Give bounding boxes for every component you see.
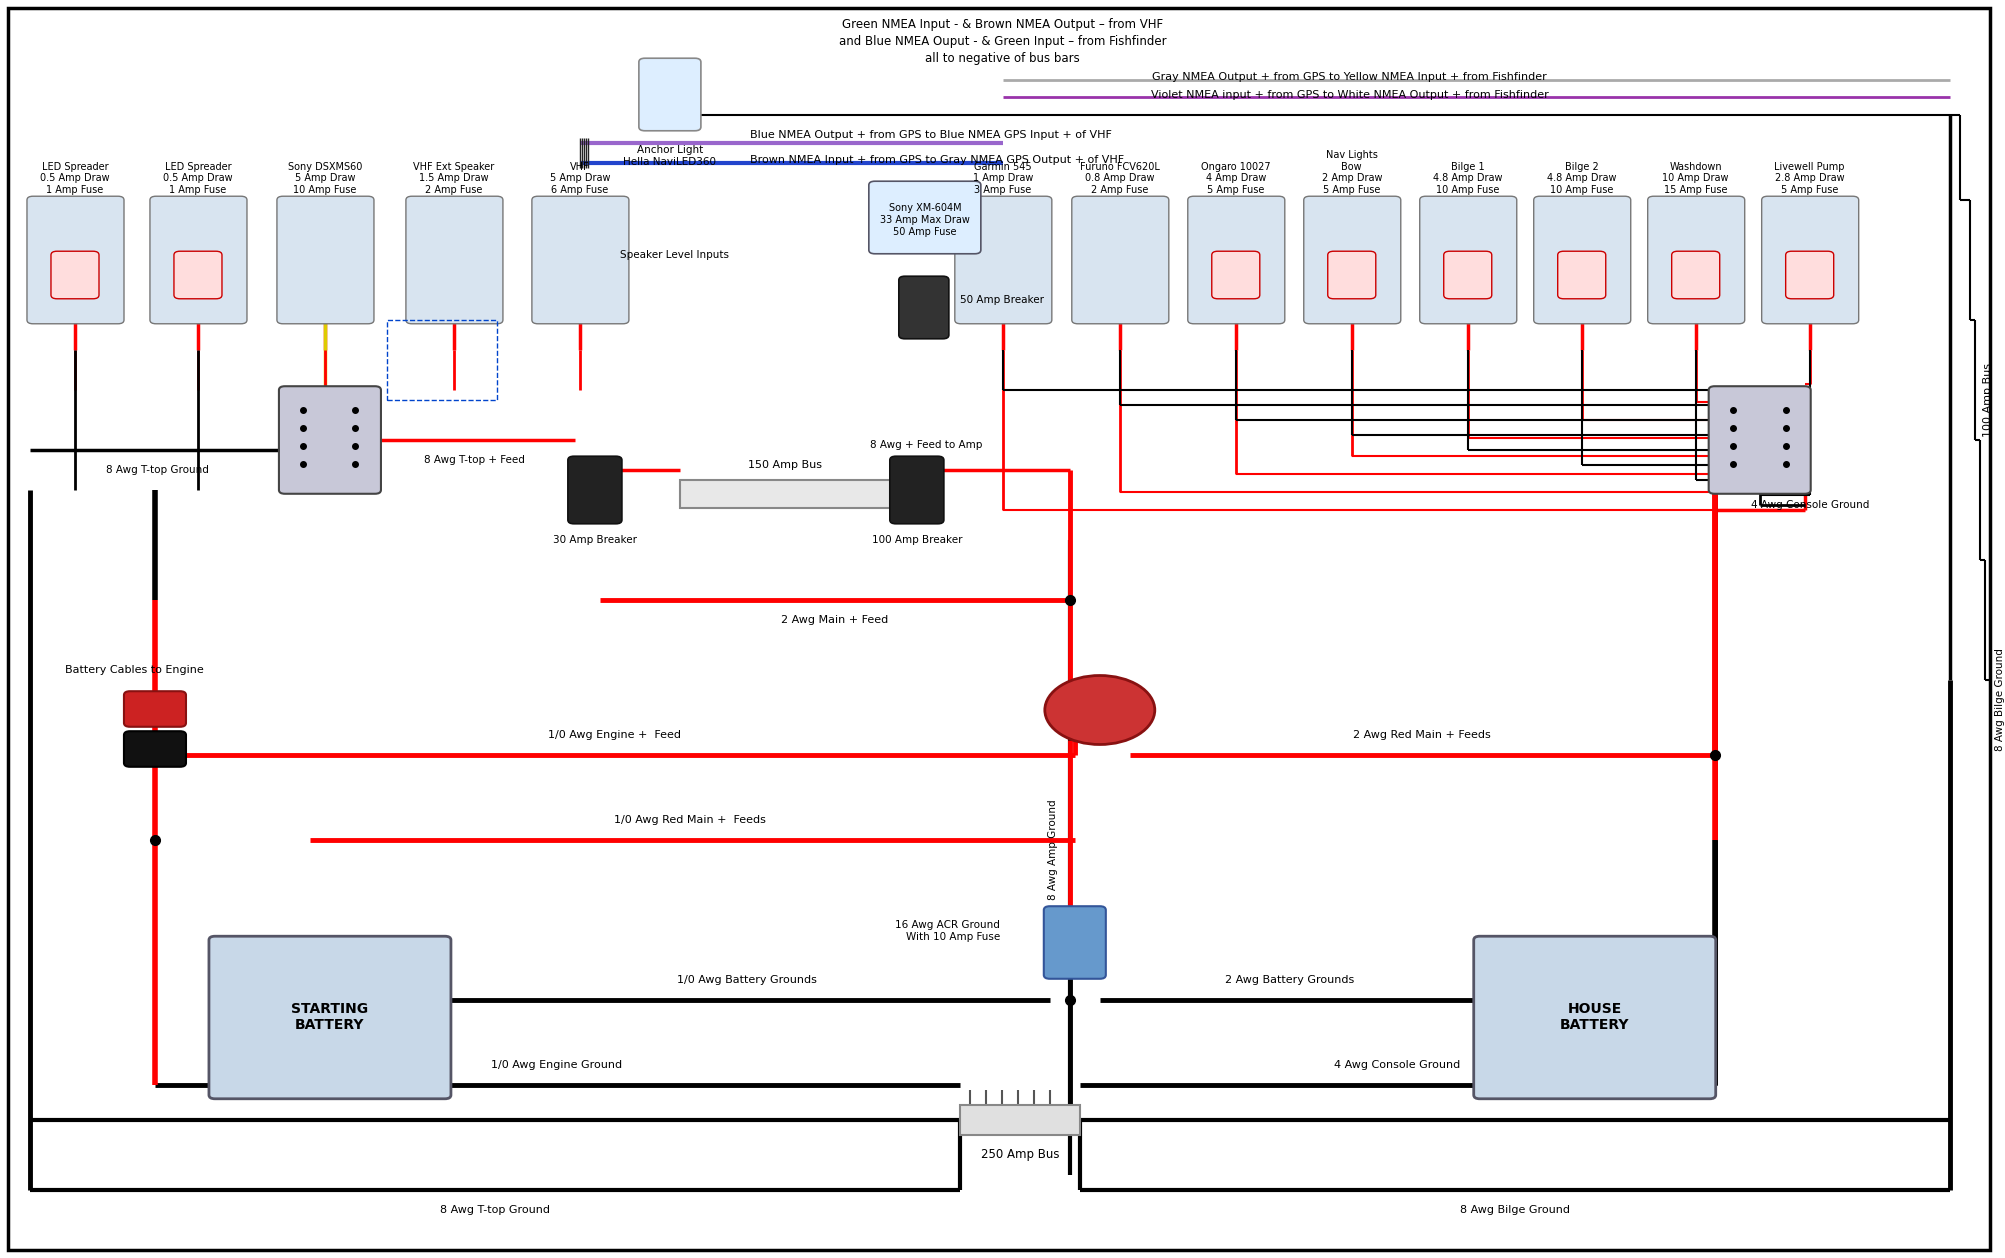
FancyBboxPatch shape	[898, 277, 948, 338]
Text: Bilge 1
4.8 Amp Draw
10 Amp Fuse: Bilge 1 4.8 Amp Draw 10 Amp Fuse	[1432, 162, 1502, 195]
Bar	[680, 481, 890, 508]
Text: Brown NMEA Input + from GPS to Gray NMEA GPS Output + of VHF: Brown NMEA Input + from GPS to Gray NMEA…	[750, 155, 1123, 165]
Text: all to negative of bus bars: all to negative of bus bars	[924, 52, 1079, 65]
Text: 250 Amp Bus: 250 Amp Bus	[980, 1149, 1059, 1161]
Text: 2 Awg Main + Feed: 2 Awg Main + Feed	[780, 615, 888, 625]
Text: Nav Lights
Bow
2 Amp Draw
5 Amp Fuse: Nav Lights Bow 2 Amp Draw 5 Amp Fuse	[1321, 150, 1381, 195]
Text: 8 Awg T-top Ground: 8 Awg T-top Ground	[106, 465, 209, 476]
Text: 150 Amp Bus: 150 Amp Bus	[748, 460, 822, 470]
Text: 16 Awg ACR Ground
With 10 Amp Fuse: 16 Awg ACR Ground With 10 Amp Fuse	[894, 920, 998, 941]
Bar	[958, 1105, 1079, 1135]
Text: 8 Awg + Feed to Amp: 8 Awg + Feed to Amp	[870, 440, 982, 450]
Text: Battery Cables to Engine: Battery Cables to Engine	[64, 665, 205, 676]
FancyBboxPatch shape	[1071, 196, 1169, 323]
Text: Garmin 545
1 Amp Draw
3 Amp Fuse: Garmin 545 1 Amp Draw 3 Amp Fuse	[972, 162, 1033, 195]
FancyBboxPatch shape	[1327, 252, 1375, 298]
Text: Green NMEA Input - & Brown NMEA Output – from VHF: Green NMEA Input - & Brown NMEA Output –…	[842, 18, 1163, 31]
Text: Sony XM-604M
33 Amp Max Draw
50 Amp Fuse: Sony XM-604M 33 Amp Max Draw 50 Amp Fuse	[880, 204, 968, 237]
FancyBboxPatch shape	[1474, 936, 1714, 1098]
Text: Ongaro 10027
4 Amp Draw
5 Amp Fuse: Ongaro 10027 4 Amp Draw 5 Amp Fuse	[1201, 162, 1269, 195]
Text: Anchor Light
Hella NaviLED360: Anchor Light Hella NaviLED360	[624, 145, 716, 166]
Text: LED Spreader
0.5 Amp Draw
1 Amp Fuse: LED Spreader 0.5 Amp Draw 1 Amp Fuse	[40, 162, 110, 195]
FancyBboxPatch shape	[209, 936, 451, 1098]
FancyBboxPatch shape	[1420, 196, 1516, 323]
Text: 1/0 Awg Engine +  Feed: 1/0 Awg Engine + Feed	[547, 730, 682, 740]
Text: 1/0 Awg Red Main +  Feeds: 1/0 Awg Red Main + Feeds	[614, 815, 766, 825]
Text: HOUSE
BATTERY: HOUSE BATTERY	[1560, 1001, 1628, 1032]
FancyBboxPatch shape	[1444, 252, 1492, 298]
FancyBboxPatch shape	[124, 691, 186, 727]
FancyBboxPatch shape	[567, 457, 622, 523]
FancyBboxPatch shape	[277, 196, 373, 323]
FancyBboxPatch shape	[26, 196, 124, 323]
Text: 8 Awg Bilge Ground: 8 Awg Bilge Ground	[1460, 1205, 1570, 1215]
Text: LED Spreader
0.5 Amp Draw
1 Amp Fuse: LED Spreader 0.5 Amp Draw 1 Amp Fuse	[162, 162, 233, 195]
FancyBboxPatch shape	[1534, 196, 1630, 323]
FancyBboxPatch shape	[1760, 196, 1859, 323]
Text: Violet NMEA input + from GPS to White NMEA Output + from Fishfinder: Violet NMEA input + from GPS to White NM…	[1151, 91, 1548, 99]
FancyBboxPatch shape	[1670, 252, 1718, 298]
Text: Blue NMEA Output + from GPS to Blue NMEA GPS Input + of VHF: Blue NMEA Output + from GPS to Blue NMEA…	[750, 130, 1111, 140]
Text: 2 Awg Battery Grounds: 2 Awg Battery Grounds	[1225, 975, 1353, 985]
Text: 1/0 Awg Engine Ground: 1/0 Awg Engine Ground	[491, 1060, 622, 1071]
FancyBboxPatch shape	[1211, 252, 1259, 298]
Text: 50 Amp Breaker: 50 Amp Breaker	[958, 294, 1043, 304]
Text: STARTING
BATTERY: STARTING BATTERY	[291, 1001, 369, 1032]
Text: 100 Amp Bus: 100 Amp Bus	[1981, 364, 1991, 437]
FancyBboxPatch shape	[1187, 196, 1283, 323]
Text: 8 Awg T-top Ground: 8 Awg T-top Ground	[439, 1205, 549, 1215]
Text: 1/0 Awg Battery Grounds: 1/0 Awg Battery Grounds	[676, 975, 816, 985]
FancyBboxPatch shape	[405, 196, 503, 323]
Text: 4 Awg Console Ground: 4 Awg Console Ground	[1333, 1060, 1460, 1071]
FancyBboxPatch shape	[954, 196, 1051, 323]
Text: Sony DSXMS60
5 Amp Draw
10 Amp Fuse: Sony DSXMS60 5 Amp Draw 10 Amp Fuse	[287, 162, 363, 195]
Circle shape	[1045, 676, 1155, 745]
Text: 8 Awg Amp Ground: 8 Awg Amp Ground	[1047, 800, 1057, 901]
FancyBboxPatch shape	[50, 252, 98, 298]
Text: VHF Ext Speaker
1.5 Amp Draw
2 Amp Fuse: VHF Ext Speaker 1.5 Amp Draw 2 Amp Fuse	[413, 162, 495, 195]
Text: 8 Awg T-top + Feed: 8 Awg T-top + Feed	[425, 455, 525, 465]
Text: 4 Awg Console Ground: 4 Awg Console Ground	[1750, 499, 1869, 509]
Text: and Blue NMEA Ouput - & Green Input – from Fishfinder: and Blue NMEA Ouput - & Green Input – fr…	[838, 35, 1167, 48]
FancyBboxPatch shape	[1708, 386, 1811, 494]
FancyBboxPatch shape	[1784, 252, 1833, 298]
FancyBboxPatch shape	[1646, 196, 1744, 323]
Bar	[387, 320, 497, 400]
FancyBboxPatch shape	[1303, 196, 1399, 323]
FancyBboxPatch shape	[174, 252, 223, 298]
Text: 8 Awg Bilge Ground: 8 Awg Bilge Ground	[1993, 649, 2003, 751]
Text: VHF
5 Amp Draw
6 Amp Fuse: VHF 5 Amp Draw 6 Amp Fuse	[549, 162, 610, 195]
Text: Speaker Level Inputs: Speaker Level Inputs	[620, 250, 728, 260]
FancyBboxPatch shape	[1558, 252, 1604, 298]
FancyBboxPatch shape	[124, 731, 186, 767]
FancyBboxPatch shape	[150, 196, 247, 323]
Text: 30 Amp Breaker: 30 Amp Breaker	[553, 535, 636, 545]
FancyBboxPatch shape	[638, 58, 700, 131]
FancyBboxPatch shape	[890, 457, 944, 523]
Text: 2 Awg Red Main + Feeds: 2 Awg Red Main + Feeds	[1351, 730, 1490, 740]
Text: Livewell Pump
2.8 Amp Draw
5 Amp Fuse: Livewell Pump 2.8 Amp Draw 5 Amp Fuse	[1774, 162, 1845, 195]
Text: 100 Amp Breaker: 100 Amp Breaker	[870, 535, 962, 545]
Text: Washdown
10 Amp Draw
15 Amp Fuse: Washdown 10 Amp Draw 15 Amp Fuse	[1662, 162, 1728, 195]
FancyBboxPatch shape	[1043, 906, 1105, 979]
FancyBboxPatch shape	[531, 196, 630, 323]
Text: Bilge 2
4.8 Amp Draw
10 Amp Fuse: Bilge 2 4.8 Amp Draw 10 Amp Fuse	[1546, 162, 1616, 195]
FancyBboxPatch shape	[868, 181, 980, 254]
Text: Gray NMEA Output + from GPS to Yellow NMEA Input + from Fishfinder: Gray NMEA Output + from GPS to Yellow NM…	[1151, 72, 1546, 82]
FancyBboxPatch shape	[279, 386, 381, 494]
Text: Furuno FCV620L
0.8 Amp Draw
2 Amp Fuse: Furuno FCV620L 0.8 Amp Draw 2 Amp Fuse	[1079, 162, 1159, 195]
